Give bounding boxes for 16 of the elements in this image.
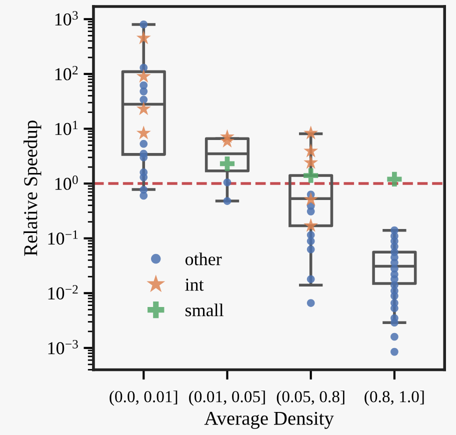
x-tick-label: (0.05, 0.8]	[276, 390, 344, 406]
y-tick-label: 10$^{−1}$	[48, 230, 78, 245]
legend-label: int	[185, 278, 204, 291]
x-axis-title: Average Density	[204, 412, 334, 429]
y-axis-title: Relative Speedup	[24, 120, 42, 256]
y-tick-label: 10$^{−3}$	[48, 340, 78, 354]
legend-label: other	[185, 252, 222, 266]
x-tick-label: (0.0, 0.01]	[110, 390, 178, 406]
y-tick-label: 10$^{0}$	[55, 176, 78, 190]
y-tick-label: 10$^{−2}$	[48, 285, 78, 300]
y-tick-label: 10$^{3}$	[55, 11, 78, 26]
legend-label: small	[186, 304, 224, 316]
x-tick-label: (0.8, 1.0]	[364, 390, 424, 406]
y-tick-label: 10$^{1}$	[55, 120, 78, 136]
x-tick-label: (0.01, 0.05]	[189, 390, 265, 406]
y-tick-label: 10$^{2}$	[55, 66, 78, 80]
